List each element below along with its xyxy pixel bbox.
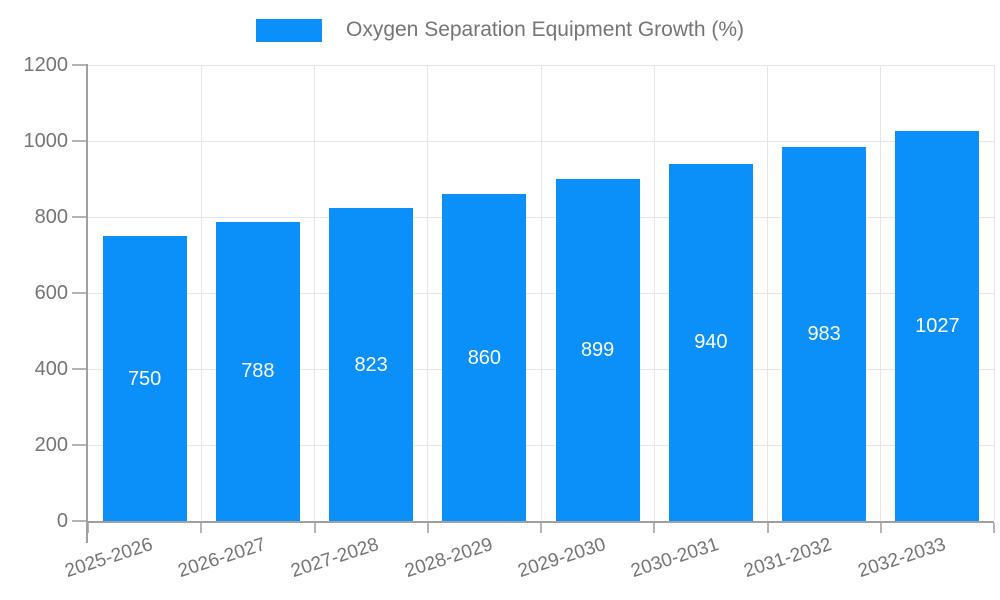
x-gridline bbox=[314, 65, 315, 521]
legend-label: Oxygen Separation Equipment Growth (%) bbox=[345, 18, 745, 41]
y-axis-tick bbox=[72, 368, 86, 370]
chart-legend[interactable]: Oxygen Separation Equipment Growth (%) bbox=[0, 17, 1000, 43]
y-axis-tick bbox=[72, 520, 86, 522]
bar[interactable] bbox=[895, 130, 980, 521]
legend-swatch-icon bbox=[255, 18, 322, 42]
x-axis-tick-label: 2032-2033 bbox=[854, 534, 948, 583]
x-axis-tick bbox=[766, 523, 769, 533]
x-axis-tick bbox=[313, 523, 316, 533]
y-axis-tick-label: 1000 bbox=[23, 130, 69, 152]
x-axis-tick bbox=[87, 523, 89, 533]
bar-value-label: 1027 bbox=[915, 314, 960, 337]
x-axis-tick bbox=[993, 523, 995, 533]
x-axis-tick bbox=[200, 523, 203, 533]
bar-value-label: 860 bbox=[467, 346, 502, 369]
bar[interactable] bbox=[442, 194, 527, 521]
x-axis-tick-label: 2031-2032 bbox=[741, 534, 835, 583]
bar[interactable] bbox=[668, 163, 753, 521]
bar-value-label: 983 bbox=[807, 323, 841, 346]
x-gridline bbox=[993, 65, 995, 521]
bar-value-label: 823 bbox=[354, 353, 388, 376]
bar[interactable] bbox=[329, 208, 414, 521]
x-gridline bbox=[427, 65, 429, 521]
x-axis-tick bbox=[653, 523, 656, 533]
bar[interactable] bbox=[215, 221, 300, 521]
y-axis-tick bbox=[72, 216, 86, 218]
bar-value-label: 788 bbox=[241, 360, 275, 383]
y-axis-tick-label: 200 bbox=[34, 434, 68, 456]
bar-value-label: 750 bbox=[127, 367, 162, 390]
y-axis-tick-label: 0 bbox=[56, 510, 68, 532]
y-axis-tick bbox=[72, 64, 86, 66]
bar-value-label: 899 bbox=[580, 339, 615, 362]
bar-value-label: 940 bbox=[694, 331, 728, 354]
y-axis-tick-label: 400 bbox=[34, 358, 68, 380]
y-axis-line bbox=[86, 64, 88, 543]
y-axis-tick bbox=[72, 292, 86, 294]
x-axis-tick bbox=[426, 523, 429, 533]
x-gridline bbox=[540, 65, 542, 521]
y-axis-tick-label: 1200 bbox=[23, 54, 69, 76]
x-axis-tick-label: 2030-2031 bbox=[628, 534, 722, 583]
x-gridline bbox=[880, 65, 882, 521]
bar[interactable] bbox=[782, 147, 867, 521]
y-axis-tick bbox=[72, 140, 86, 142]
y-axis-tick-label: 800 bbox=[34, 206, 68, 228]
x-axis-tick-label: 2027-2028 bbox=[288, 534, 382, 583]
x-axis-tick-label: 2025-2026 bbox=[62, 534, 156, 583]
x-axis-line bbox=[86, 521, 994, 523]
x-gridline bbox=[653, 65, 655, 521]
x-axis-tick bbox=[879, 523, 882, 533]
x-axis-tick-label: 2028-2029 bbox=[401, 534, 495, 583]
y-axis-tick bbox=[72, 444, 86, 446]
x-axis-tick-label: 2026-2027 bbox=[175, 534, 269, 583]
x-gridline bbox=[767, 65, 768, 521]
x-axis-tick-label: 2029-2030 bbox=[515, 534, 609, 583]
x-axis-tick bbox=[540, 523, 542, 533]
bar[interactable] bbox=[102, 236, 187, 521]
x-gridline bbox=[200, 65, 202, 521]
y-axis-tick-label: 600 bbox=[34, 282, 68, 304]
bar[interactable] bbox=[555, 179, 640, 521]
